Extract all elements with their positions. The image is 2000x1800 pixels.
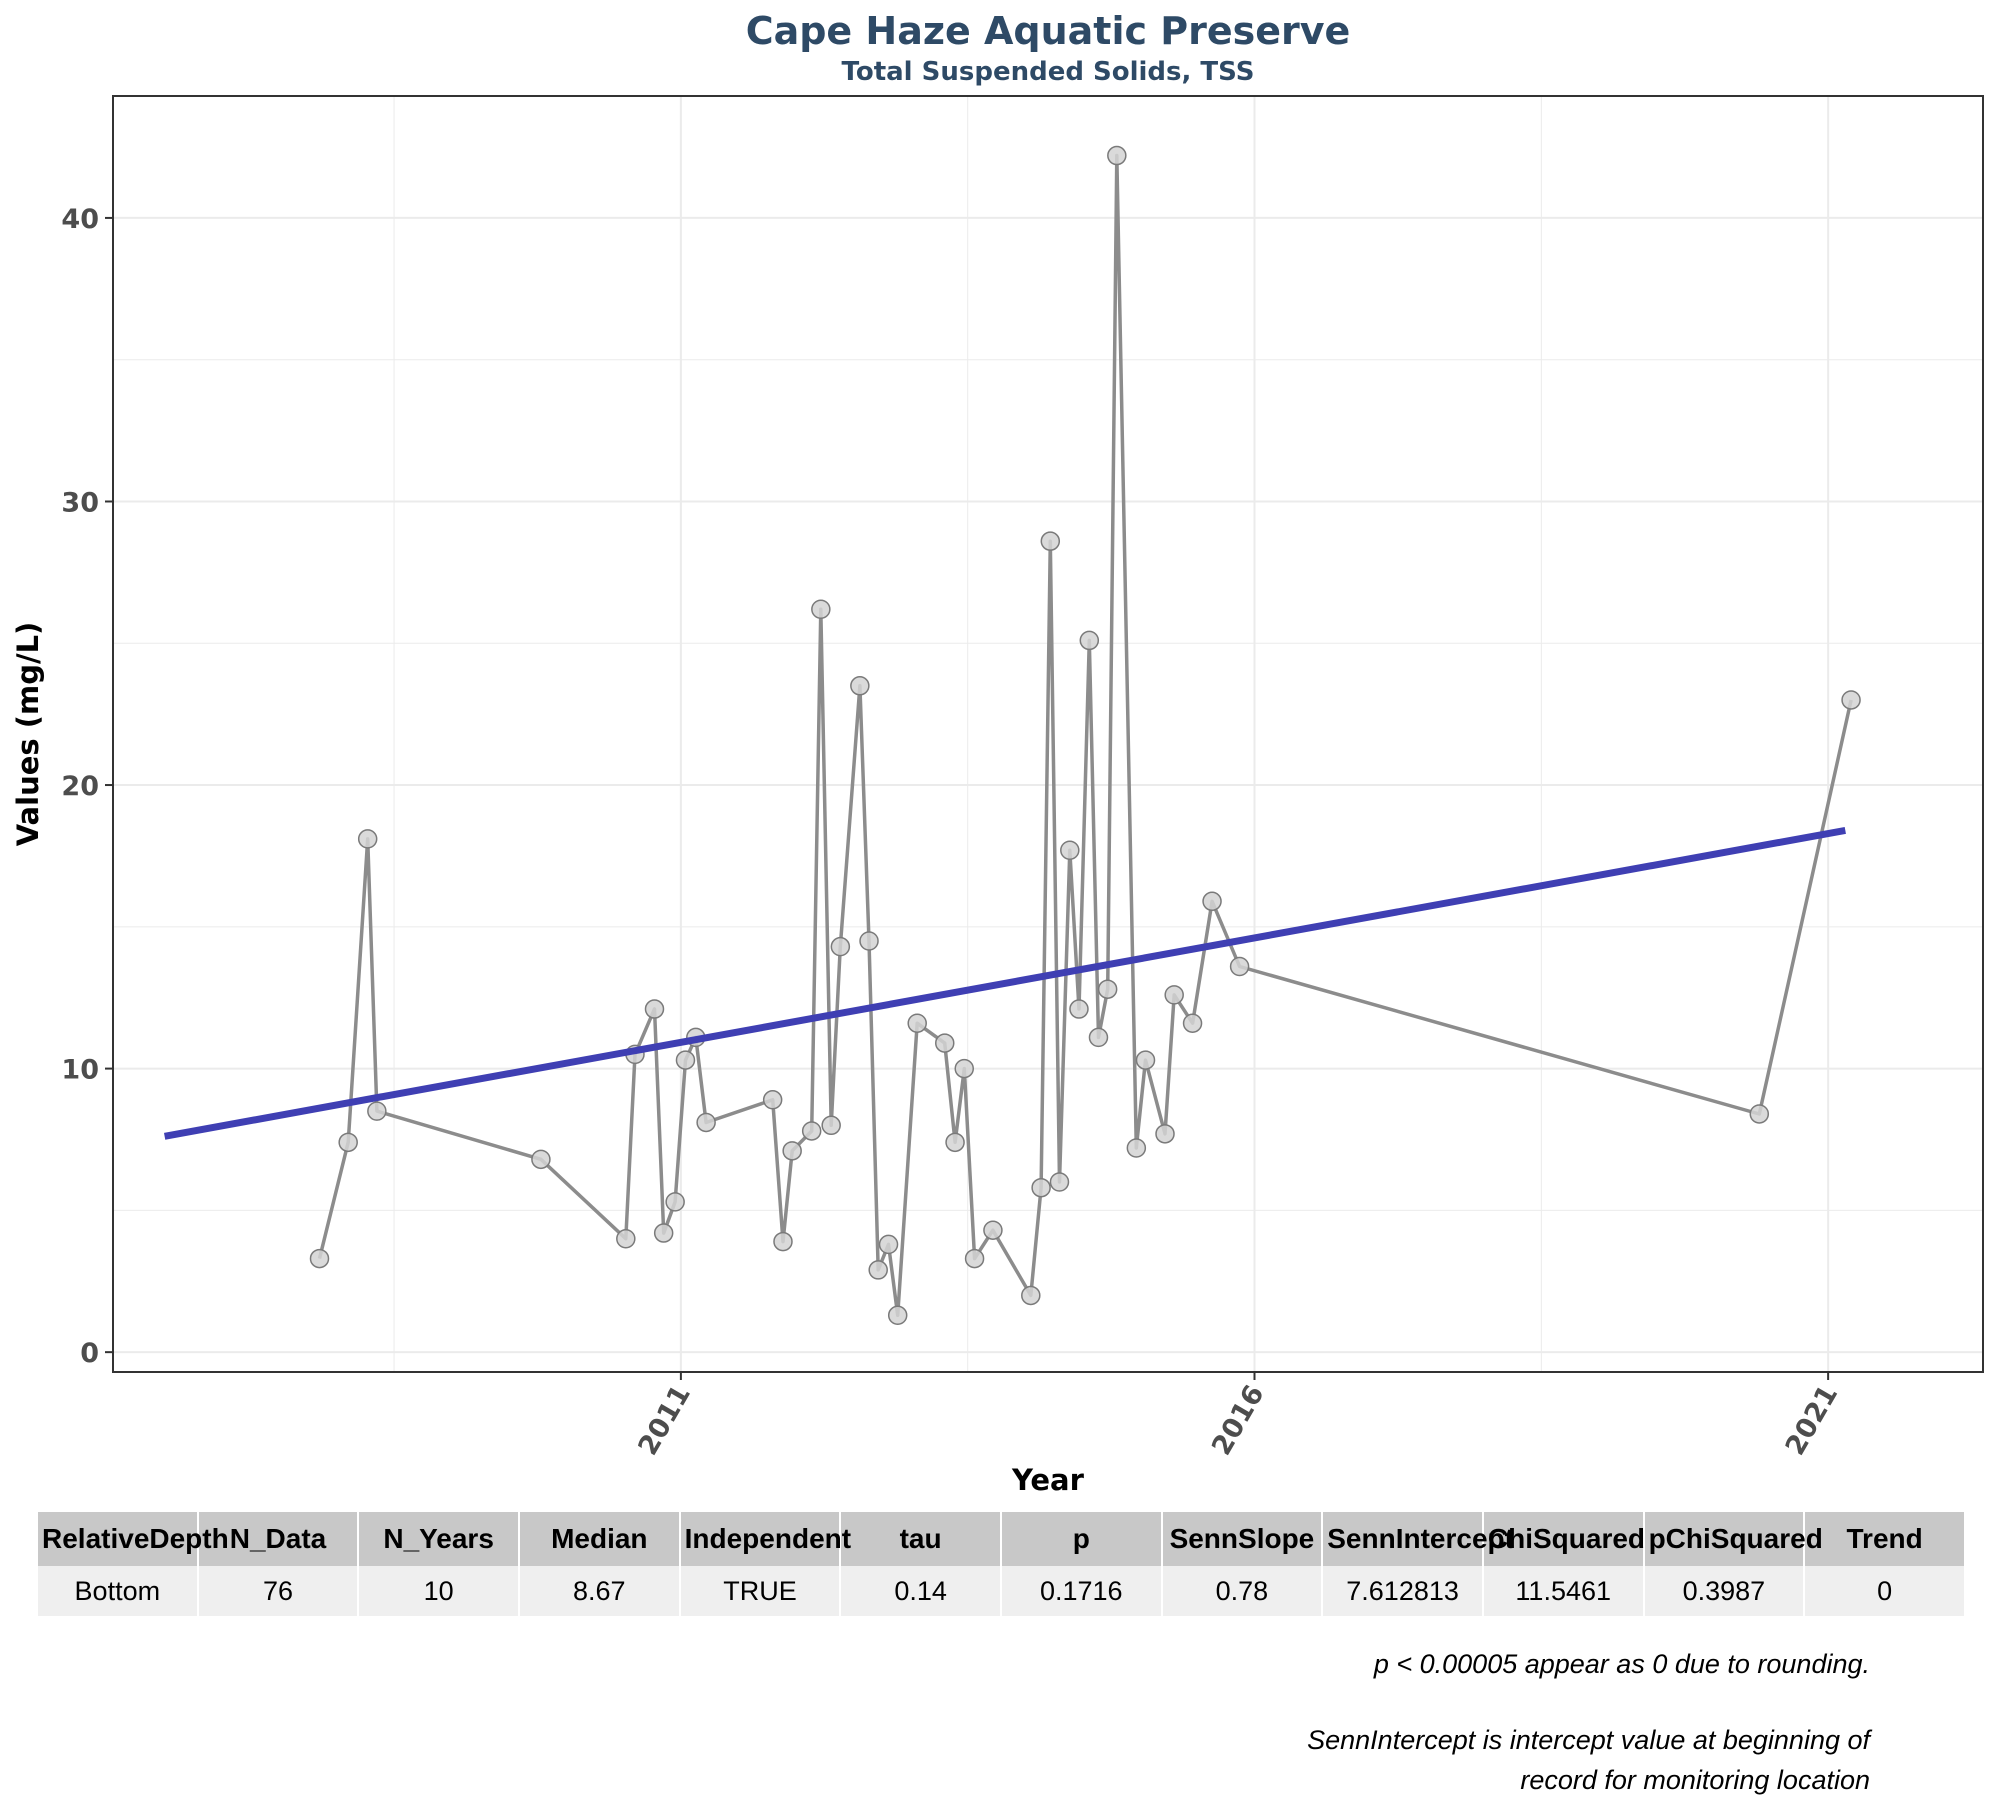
intercept-note-line-1: SennIntercept is intercept value at begi… xyxy=(1307,1725,1870,1755)
trend-segment xyxy=(163,826,1846,1140)
y-tick-label: 40 xyxy=(61,204,99,235)
data-point xyxy=(907,1013,927,1033)
data-point xyxy=(821,1115,841,1136)
data-point xyxy=(1202,891,1222,912)
column-header: SennIntercept xyxy=(1323,1512,1514,1566)
y-axis-title: Values (mg/L) xyxy=(11,622,45,847)
data-point xyxy=(1229,956,1250,977)
column-header: p xyxy=(1001,1512,1161,1566)
data-point xyxy=(644,999,665,1019)
data-point xyxy=(1069,999,1089,1019)
table-cell: 8.67 xyxy=(519,1566,679,1616)
data-point xyxy=(773,1231,793,1252)
data-point xyxy=(367,1101,387,1121)
data-point xyxy=(1060,840,1080,861)
data-point xyxy=(934,1033,955,1053)
data-point xyxy=(1031,1177,1051,1198)
table-cell: 0.3987 xyxy=(1644,1566,1804,1616)
data-point xyxy=(830,936,851,957)
intercept-note-line-2: record for monitoring location xyxy=(1520,1765,1870,1795)
table-header-row: RelativeDepth N_Data N_Years Median Inde… xyxy=(38,1512,1964,1566)
column-header: N_Data xyxy=(198,1512,358,1566)
data-point xyxy=(1164,985,1184,1005)
rounding-note: p < 0.00005 appear as 0 due to rounding. xyxy=(1373,1649,1870,1679)
column-header: ChiSquared xyxy=(1483,1512,1645,1566)
data-point xyxy=(1097,979,1118,999)
chart: Cape Haze Aquatic Preserve Total Suspend… xyxy=(11,9,1984,1497)
data-point xyxy=(954,1058,975,1079)
y-tick-label: 10 xyxy=(61,1055,99,1086)
table-cell: 0.1716 xyxy=(1001,1566,1161,1616)
data-point xyxy=(1749,1104,1770,1124)
data-point xyxy=(887,1305,908,1326)
data-point xyxy=(1021,1285,1041,1306)
data-point xyxy=(945,1132,965,1153)
data-point xyxy=(1182,1013,1203,1033)
data-point xyxy=(1079,630,1100,651)
table-cell: TRUE xyxy=(680,1566,840,1616)
x-tick-label: 2016 xyxy=(1206,1380,1270,1461)
column-header: RelativeDepth xyxy=(38,1512,229,1566)
table-cell: 0.78 xyxy=(1162,1566,1322,1616)
data-point xyxy=(653,1223,674,1243)
y-tick-label: 30 xyxy=(61,487,99,518)
data-point xyxy=(1135,1050,1156,1070)
data-point xyxy=(878,1234,899,1255)
data-point xyxy=(964,1248,985,1269)
table-row: Bottom 76 10 8.67 TRUE 0.14 0.1716 0.78 … xyxy=(38,1566,1964,1616)
y-tick-label: 20 xyxy=(61,771,99,802)
data-point xyxy=(338,1132,358,1153)
y-tick-label: 0 xyxy=(80,1338,99,1369)
column-header: Trend xyxy=(1805,1512,1964,1566)
data-point xyxy=(531,1149,551,1170)
data-point xyxy=(696,1112,716,1133)
column-header: Independent xyxy=(680,1512,851,1566)
data-point xyxy=(1049,1172,1070,1192)
plot-panel-border xyxy=(112,95,1984,1373)
trend-line xyxy=(163,826,1846,1140)
x-tick-label: 2011 xyxy=(633,1380,697,1461)
data-point xyxy=(868,1260,888,1280)
x-axis-title: Year xyxy=(1011,1463,1085,1497)
data-point xyxy=(850,676,870,696)
data-point xyxy=(309,1248,330,1269)
data-points xyxy=(309,145,1861,1326)
data-point xyxy=(859,931,879,951)
column-header: Median xyxy=(519,1512,679,1566)
table-cell: 0.14 xyxy=(841,1566,1000,1616)
data-point xyxy=(762,1090,783,1110)
statistics-table: RelativeDepth N_Data N_Years Median Inde… xyxy=(36,1512,1966,1616)
chart-subtitle: Total Suspended Solids, TSS xyxy=(842,57,1255,87)
data-point xyxy=(1107,145,1127,166)
data-point xyxy=(1126,1138,1147,1158)
table-cell: 10 xyxy=(359,1566,518,1616)
data-point xyxy=(675,1050,696,1070)
x-tick-label: 2021 xyxy=(1780,1380,1844,1461)
table-cell: 0 xyxy=(1805,1566,1964,1616)
data-point xyxy=(782,1141,802,1161)
chart-title: Cape Haze Aquatic Preserve xyxy=(746,9,1351,53)
data-point xyxy=(1841,690,1861,710)
column-header: N_Years xyxy=(359,1512,518,1566)
data-point xyxy=(665,1192,685,1212)
data-point xyxy=(1088,1027,1109,1048)
table-cell: Bottom xyxy=(38,1566,197,1616)
data-point xyxy=(811,599,831,619)
column-header: tau xyxy=(841,1512,1000,1566)
data-point xyxy=(357,829,378,849)
table-cell: 76 xyxy=(198,1566,358,1616)
column-header: SennSlope xyxy=(1162,1512,1322,1566)
data-point xyxy=(1155,1124,1175,1144)
table-cell: 11.5461 xyxy=(1483,1566,1643,1616)
data-point xyxy=(616,1228,636,1249)
table-cell: 7.612813 xyxy=(1323,1566,1482,1616)
data-point xyxy=(1040,531,1061,551)
data-point xyxy=(983,1220,1003,1240)
data-point xyxy=(801,1121,822,1141)
column-header: pChiSquared xyxy=(1644,1512,1823,1566)
